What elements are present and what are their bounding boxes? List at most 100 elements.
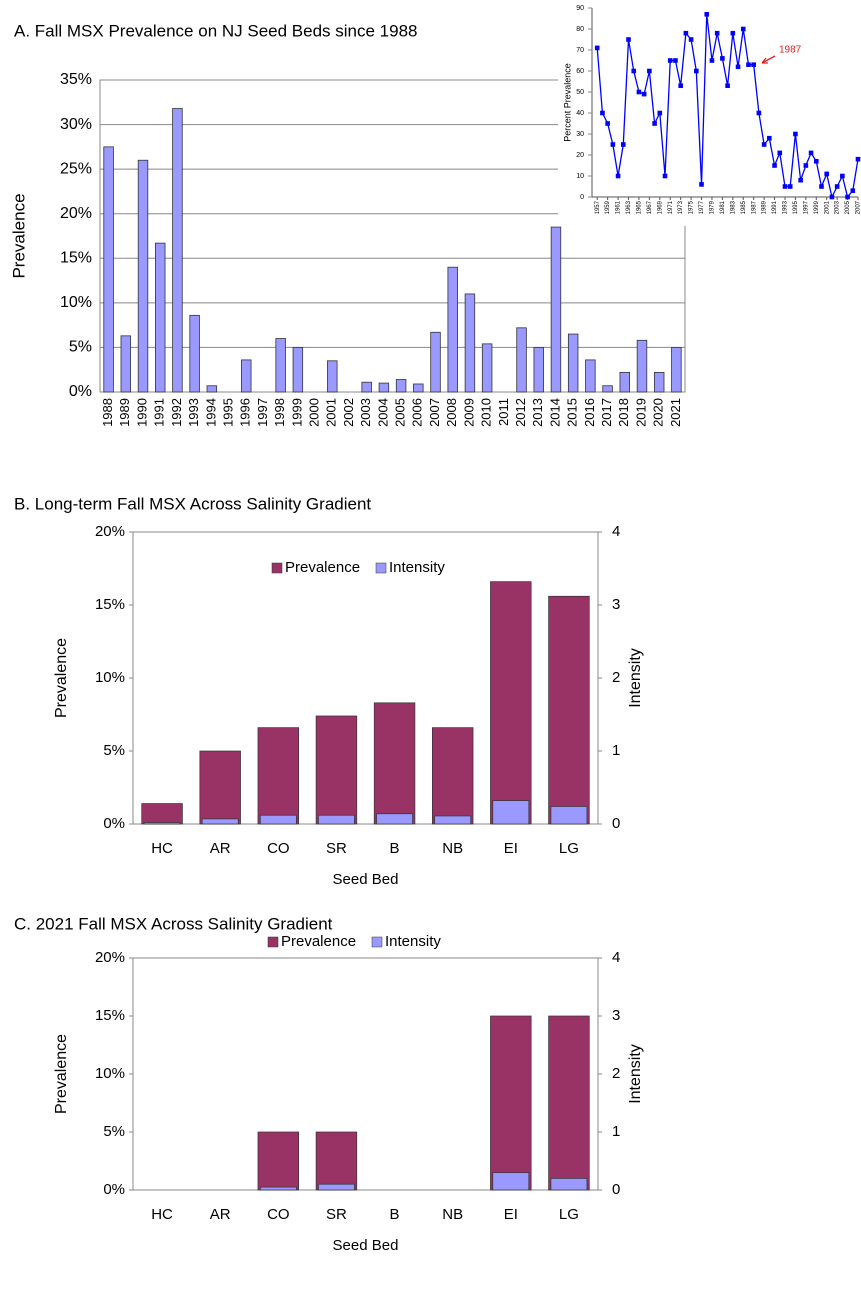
y-tick-label: 25% <box>60 160 92 177</box>
bar <box>137 159 149 393</box>
y2-tick-label: 3 <box>612 596 620 613</box>
bar <box>619 371 630 393</box>
legend-label: Prevalence <box>285 559 360 576</box>
x-tick-label: LG <box>559 840 579 857</box>
x-tick-label: 1996 <box>238 398 253 427</box>
point <box>834 184 840 189</box>
bar <box>550 226 562 393</box>
point <box>819 184 824 189</box>
x-tick-label: 2021 <box>668 398 683 427</box>
bar <box>516 327 527 393</box>
x-tick-label: LG <box>559 1206 579 1223</box>
y-tick-label: 0 <box>580 194 584 201</box>
x-tick-label: 1965 <box>637 200 643 214</box>
x-tick-label: 1959 <box>605 200 611 214</box>
x-tick-label: 1995 <box>793 200 799 214</box>
point <box>683 30 689 36</box>
chart-title: A. Fall MSX Prevalence on NJ Seed Beds s… <box>14 21 418 40</box>
point <box>767 135 772 141</box>
point <box>600 110 605 116</box>
y-tick-label: 80 <box>576 26 584 33</box>
x-tick-label: 1963 <box>626 200 632 214</box>
point <box>756 110 762 116</box>
bar <box>172 108 183 393</box>
x-tick-label: 1988 <box>100 398 115 427</box>
bar <box>464 293 476 393</box>
bar <box>636 339 648 393</box>
point <box>678 83 683 88</box>
y-tick-label: 10% <box>95 1065 125 1082</box>
x-tick-label: 1975 <box>689 200 695 214</box>
bar <box>292 347 304 393</box>
x-tick-label: 2004 <box>375 398 390 427</box>
point <box>652 121 657 126</box>
x-tick-label: SR <box>326 840 347 857</box>
point <box>725 83 730 88</box>
point <box>694 68 699 74</box>
point <box>829 194 835 200</box>
bar <box>395 379 407 393</box>
y-axis-label: Prevalence <box>53 1034 70 1114</box>
x-axis-label: Seed Bed <box>333 871 399 888</box>
chart-title: C. 2021 Fall MSX Across Salinity Gradien… <box>14 914 333 933</box>
x-tick-label: 2008 <box>444 398 459 427</box>
x-tick-label: 2000 <box>307 398 322 427</box>
point <box>620 142 626 147</box>
x-tick-label: 1998 <box>272 398 287 427</box>
x-tick-label: 1999 <box>289 398 304 427</box>
y-tick-label: 30% <box>60 116 92 133</box>
x-tick-label: 1977 <box>699 200 705 214</box>
bar <box>141 803 183 825</box>
y2-tick-label: 1 <box>612 1123 620 1140</box>
x-tick-label: 2003 <box>358 398 373 427</box>
bar <box>548 1015 590 1191</box>
point <box>709 58 715 63</box>
point <box>840 173 845 179</box>
x-tick-label: B <box>390 1206 400 1223</box>
x-tick-label: 1994 <box>203 398 218 427</box>
x-tick-label: 1971 <box>668 200 674 214</box>
x-tick-label: 1997 <box>255 398 270 427</box>
bar <box>481 343 493 393</box>
point <box>610 142 616 147</box>
x-tick-label: 2018 <box>616 398 631 427</box>
x-tick-label: 2011 <box>496 398 511 426</box>
x-tick-label: 2009 <box>461 398 476 427</box>
legend-label: Intensity <box>385 933 441 950</box>
point <box>793 131 798 137</box>
x-tick-label: 1992 <box>169 398 184 427</box>
point <box>740 26 746 32</box>
x-tick-label: CO <box>267 1206 290 1223</box>
bar <box>431 727 474 825</box>
bar <box>315 715 358 825</box>
y2-tick-label: 1 <box>612 742 620 759</box>
x-tick-label: NB <box>442 1206 463 1223</box>
legend-swatch <box>375 562 387 574</box>
x-tick-label: 2012 <box>513 398 528 427</box>
bar <box>671 347 682 393</box>
point <box>720 56 725 61</box>
point <box>704 12 710 17</box>
annotation: 1987 <box>779 45 802 56</box>
point <box>699 182 704 187</box>
bar <box>275 338 286 393</box>
bar <box>259 1186 297 1191</box>
x-tick-label: 2017 <box>599 398 614 427</box>
y2-axis-label: Intensity <box>627 1044 644 1104</box>
x-tick-label: 2020 <box>651 398 666 427</box>
x-tick-label: 1991 <box>152 398 167 427</box>
point <box>782 184 788 189</box>
bar <box>548 595 590 825</box>
x-tick-label: 1961 <box>616 200 622 214</box>
x-axis-label: Seed Bed <box>333 1237 399 1254</box>
x-tick-label: 1957 <box>595 200 601 214</box>
point <box>803 163 809 168</box>
y-tick-label: 10% <box>60 294 92 311</box>
x-tick-label: 2005 <box>393 398 408 427</box>
bar <box>257 727 300 825</box>
x-tick-label: EI <box>504 1206 518 1223</box>
bar <box>259 814 297 825</box>
bar <box>361 381 372 393</box>
point <box>714 30 720 36</box>
x-tick-label: CO <box>267 840 290 857</box>
